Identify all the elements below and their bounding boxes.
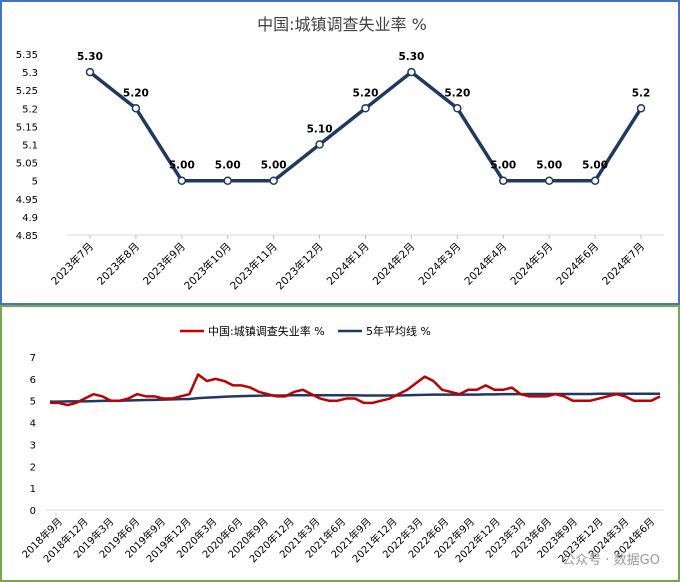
y-tick-label: 5.35 bbox=[16, 50, 38, 61]
y-tick-label: 0 bbox=[30, 506, 36, 517]
y-tick-label: 5.1 bbox=[22, 141, 38, 152]
data-point bbox=[499, 176, 508, 185]
data-label: 5.00 bbox=[261, 160, 287, 172]
data-label: 5.00 bbox=[169, 160, 195, 172]
data-label: 5.30 bbox=[398, 51, 424, 63]
data-point bbox=[453, 104, 462, 113]
top-chart-title: 中国:城镇调查失业率 % bbox=[257, 15, 427, 34]
y-tick-label: 3 bbox=[30, 440, 36, 451]
x-tick-label: 2023年8月 bbox=[94, 240, 142, 288]
data-point bbox=[315, 140, 324, 149]
y-tick-label: 4.85 bbox=[16, 231, 38, 242]
x-tick-label: 2024年6月 bbox=[554, 240, 602, 288]
legend-label-unemployment: 中国:城镇调查失业率 % bbox=[208, 324, 325, 338]
x-tick-label: 2024年5月 bbox=[508, 240, 556, 288]
y-tick-label: 5 bbox=[32, 177, 38, 188]
x-tick-label: 2024年7月 bbox=[599, 240, 647, 288]
top-chart-panel: 中国:城镇调查失业率 % 4.85 4.9 4.95 5 5.05 5.1 5.15 5.2 5… bbox=[0, 0, 680, 305]
data-label: 5.00 bbox=[215, 160, 241, 172]
data-label: 5.20 bbox=[353, 87, 379, 99]
data-label: 5.10 bbox=[307, 124, 333, 136]
y-tick-label: 5.15 bbox=[16, 122, 38, 133]
x-tick-label: 2023年7月 bbox=[48, 240, 96, 288]
x-tick-label: 2024年1月 bbox=[324, 240, 372, 288]
y-tick-label: 7 bbox=[30, 353, 36, 364]
top-chart-svg: 中国:城镇调查失业率 % 4.854.94.9555.055.15.155.25… bbox=[16, 15, 664, 292]
x-tick-label: 2024年3月 bbox=[416, 240, 464, 288]
legend: 中国:城镇调查失业率 % 5年平均线 % bbox=[180, 324, 431, 338]
data-point bbox=[269, 176, 278, 185]
data-point bbox=[361, 104, 370, 113]
data-label: 5.20 bbox=[444, 87, 470, 99]
data-label: 5.2 bbox=[632, 87, 651, 99]
y-tick-label: 6 bbox=[30, 375, 36, 386]
y-tick-label: 5 bbox=[30, 397, 36, 408]
series-line-unemployment bbox=[50, 373, 661, 407]
x-tick-label: 2023年9月 bbox=[140, 240, 188, 288]
data-label: 5.00 bbox=[536, 160, 562, 172]
data-label: 5.30 bbox=[77, 51, 103, 63]
x-tick-label: 2024年2月 bbox=[370, 240, 418, 288]
legend-label-5yr-avg: 5年平均线 % bbox=[366, 324, 431, 338]
y-tick-label: 4.95 bbox=[16, 195, 38, 206]
y-tick-label: 5.25 bbox=[16, 86, 38, 97]
data-point bbox=[636, 104, 646, 113]
y-tick-label: 5.3 bbox=[22, 68, 38, 79]
data-point bbox=[131, 104, 141, 113]
data-point bbox=[544, 176, 554, 185]
data-point bbox=[177, 176, 187, 185]
y-tick-label: 1 bbox=[30, 484, 36, 495]
data-point bbox=[590, 176, 600, 185]
data-point bbox=[407, 67, 416, 77]
y-tick-label: 5.05 bbox=[16, 159, 38, 170]
x-tick-label: 2024年4月 bbox=[462, 240, 510, 288]
y-tick-label: 2 bbox=[30, 462, 36, 473]
x-tick-label: 2023年11月 bbox=[227, 240, 279, 292]
data-point bbox=[85, 67, 95, 77]
y-tick-label: 4.9 bbox=[22, 213, 38, 224]
y-tick-label: 4 bbox=[30, 419, 36, 430]
data-label: 5.20 bbox=[123, 87, 149, 99]
y-tick-label: 5.2 bbox=[22, 104, 38, 115]
watermark: 公众号 · 数据GO bbox=[562, 553, 660, 568]
x-tick-label: 2023年10月 bbox=[181, 240, 233, 292]
x-tick-label: 2023年12月 bbox=[273, 240, 325, 292]
data-point bbox=[223, 176, 232, 185]
data-label: 5.00 bbox=[490, 160, 516, 172]
data-label: 5.00 bbox=[582, 160, 608, 172]
